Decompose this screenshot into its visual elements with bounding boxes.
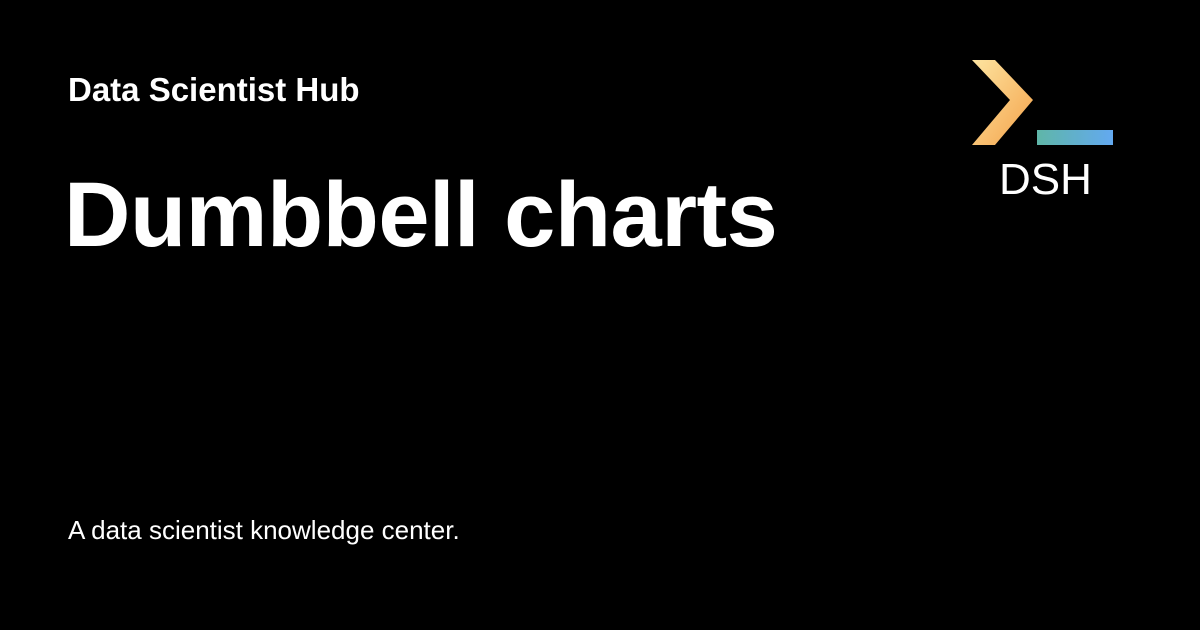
tagline: A data scientist knowledge center. xyxy=(68,515,460,545)
terminal-prompt-icon xyxy=(972,60,1113,145)
underscore-bar xyxy=(1037,130,1113,145)
logo-text: DSH xyxy=(999,155,1092,204)
dsh-logo: DSH xyxy=(965,55,1125,205)
site-name: Data Scientist Hub xyxy=(68,71,360,108)
page-title: Dumbbell charts xyxy=(64,164,778,266)
chevron-shape xyxy=(972,60,1033,145)
